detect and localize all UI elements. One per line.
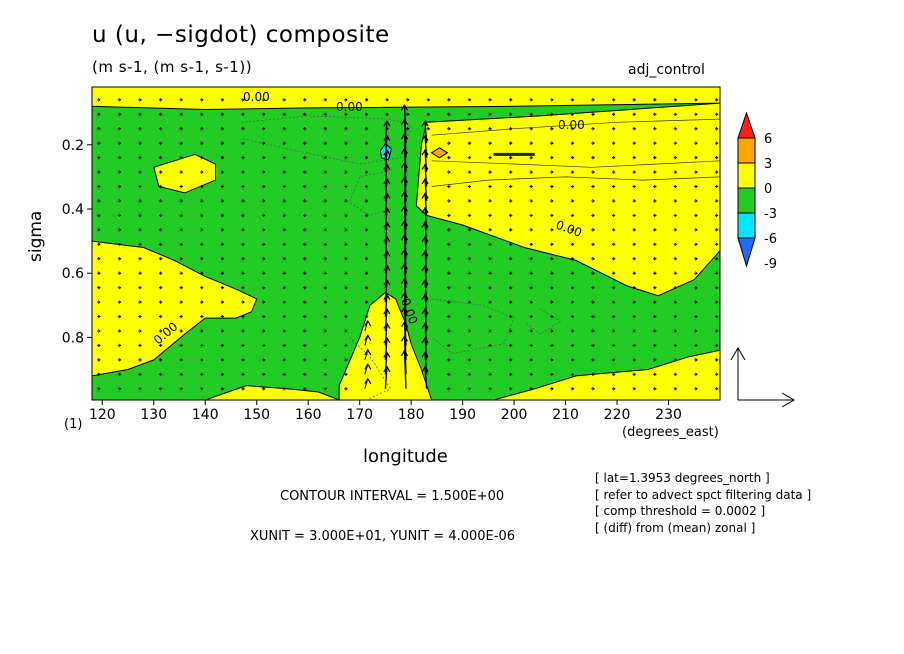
colorbar-top-triangle [738, 113, 755, 138]
plot-area [92, 87, 720, 400]
y-tick-label-0.4: 0.4 [62, 202, 84, 218]
x-tick-label-190: 190 [449, 407, 476, 423]
x-tick-label-140: 140 [192, 407, 219, 423]
x-tick-label-220: 220 [604, 407, 631, 423]
y-tick-label-0.6: 0.6 [62, 266, 84, 282]
colorbar-label-2: 0 [764, 182, 772, 197]
x-tick-label-210: 210 [552, 407, 579, 423]
colorbar-box-3 [738, 188, 755, 213]
colorbar-bottom-triangle [738, 238, 755, 266]
colorbar-box-2 [738, 163, 755, 188]
x-tick-label-120: 120 [89, 407, 116, 423]
colorbar-label-0: 6 [764, 132, 772, 147]
contour-label-2: 0.00 [336, 100, 363, 114]
y-tick-label-0.8: 0.8 [62, 330, 84, 346]
y-tick-label-0.2: 0.2 [62, 138, 84, 154]
x-tick-label-130: 130 [140, 407, 167, 423]
x-tick-label-200: 200 [501, 407, 528, 423]
colorbar-label-1: 3 [764, 157, 772, 172]
contour-label-3: 0.00 [558, 118, 585, 132]
colorbar-box-1 [738, 138, 755, 163]
colorbar-label-3: -3 [764, 207, 777, 222]
x-tick-label-160: 160 [295, 407, 322, 423]
x-tick-label-180: 180 [398, 407, 425, 423]
x-tick-label-150: 150 [243, 407, 270, 423]
contour-label-1: 0.00 [243, 90, 270, 104]
colorbar-label-5: -9 [764, 257, 777, 272]
colorbar-box-4 [738, 213, 755, 238]
x-tick-label-170: 170 [346, 407, 373, 423]
colorbar-label-4: -6 [764, 232, 777, 247]
x-tick-label-230: 230 [655, 407, 682, 423]
